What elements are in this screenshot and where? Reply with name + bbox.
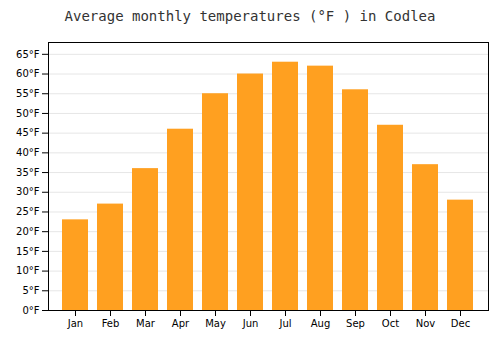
svg-text:Aug: Aug bbox=[311, 318, 331, 329]
svg-text:15°F: 15°F bbox=[16, 246, 40, 257]
html-text:Average monthly temperatures (: Average monthly temperatures (°F ) in Co… bbox=[64, 8, 436, 24]
svg-text:35°F: 35°F bbox=[16, 167, 40, 178]
svg-text:0°F: 0°F bbox=[22, 305, 39, 316]
svg-text:30°F: 30°F bbox=[16, 186, 40, 197]
svg-text:Oct: Oct bbox=[382, 318, 399, 329]
svg-text:Mar: Mar bbox=[136, 318, 156, 329]
svg-text:60°F: 60°F bbox=[16, 68, 40, 79]
svg-text:Jun: Jun bbox=[242, 318, 259, 329]
svg-text:Sep: Sep bbox=[346, 318, 365, 329]
svg-text:55°F: 55°F bbox=[16, 88, 40, 99]
svg-text:Nov: Nov bbox=[416, 318, 436, 329]
svg-text:65°F: 65°F bbox=[16, 49, 40, 60]
svg-text:Feb: Feb bbox=[102, 318, 120, 329]
svg-text:5°F: 5°F bbox=[22, 285, 39, 296]
svg-text:May: May bbox=[205, 318, 226, 329]
svg-text:20°F: 20°F bbox=[16, 226, 40, 237]
svg-text:Apr: Apr bbox=[172, 318, 190, 329]
svg-text:Dec: Dec bbox=[451, 318, 470, 329]
svg-text:Jul: Jul bbox=[278, 318, 291, 329]
svg-text:10°F: 10°F bbox=[16, 265, 40, 276]
svg-text:25°F: 25°F bbox=[16, 206, 40, 217]
svg-text:45°F: 45°F bbox=[16, 127, 40, 138]
svg-text:50°F: 50°F bbox=[16, 108, 40, 119]
svg-text:Jan: Jan bbox=[67, 318, 83, 329]
svg-text:40°F: 40°F bbox=[16, 147, 40, 158]
